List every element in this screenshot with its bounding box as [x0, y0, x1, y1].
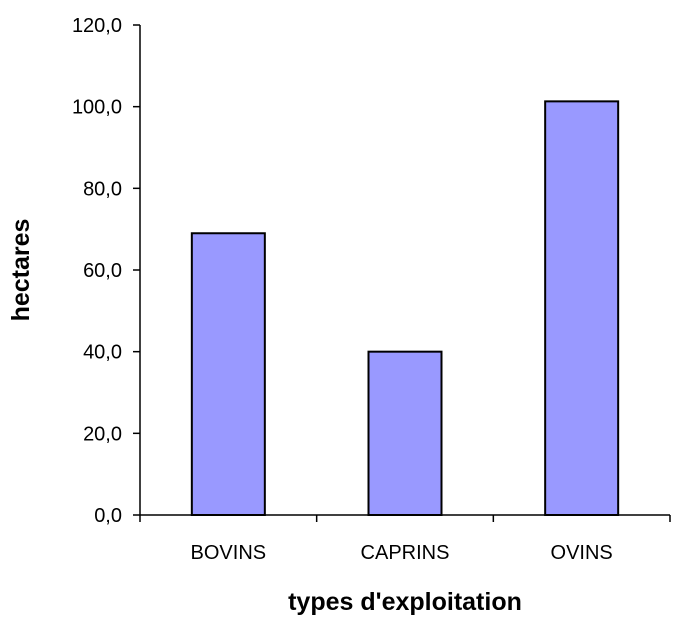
y-axis-ticks: 0,0 20,0 40,0 60,0 80,0 100,0 120,0: [72, 15, 140, 527]
y-tick-label: 100,0: [72, 97, 122, 119]
y-tick-label: 80,0: [83, 178, 122, 200]
plot-area: 0,0 20,0 40,0 60,0 80,0 100,0 120,0 BOVINS CAPR…: [72, 15, 671, 564]
x-axis-ticks: BOVINS CAPRINS OVINS: [139, 515, 671, 564]
bar-bovins: [190, 232, 266, 516]
bars: [190, 100, 620, 516]
bar-ovins: [544, 100, 620, 516]
y-tick-label: 60,0: [83, 260, 122, 282]
y-axis-title: hectares: [7, 219, 35, 322]
x-tick-label: BOVINS: [191, 542, 267, 564]
y-tick-label: 40,0: [83, 342, 122, 364]
x-tick-label: CAPRINS: [361, 542, 450, 564]
x-axis-title: types d'exploitation: [288, 588, 522, 615]
x-tick-label: OVINS: [551, 542, 613, 564]
bar-caprins: [367, 350, 443, 516]
y-tick-label: 20,0: [83, 423, 122, 445]
y-tick-label: 120,0: [72, 15, 122, 37]
y-tick-label: 0,0: [94, 505, 122, 527]
